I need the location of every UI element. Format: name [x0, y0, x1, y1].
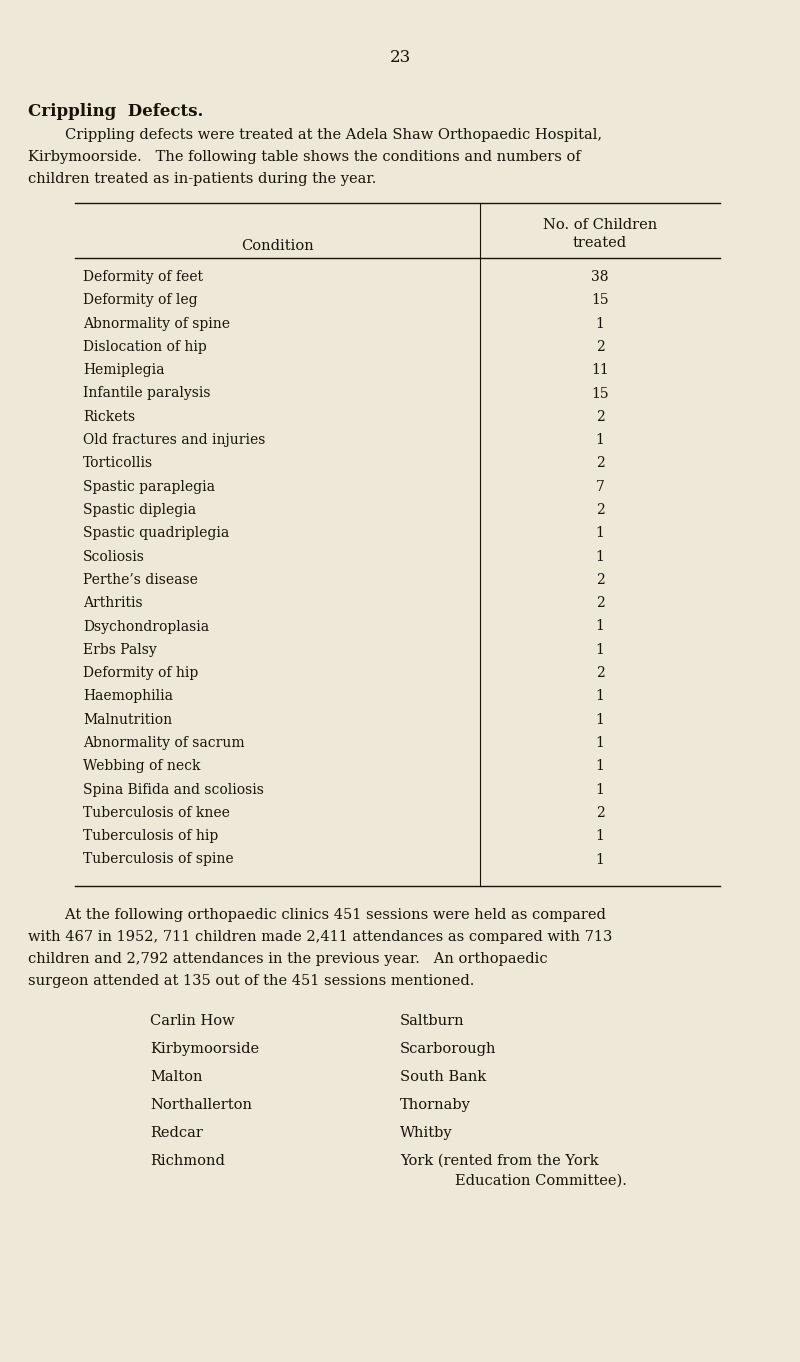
Text: At the following orthopaedic clinics 451 sessions were held as compared: At the following orthopaedic clinics 451…: [28, 908, 606, 922]
Text: Abnormality of sacrum: Abnormality of sacrum: [83, 735, 245, 750]
Text: Tuberculosis of spine: Tuberculosis of spine: [83, 853, 234, 866]
Text: 15: 15: [591, 293, 609, 308]
Text: 1: 1: [595, 689, 605, 703]
Text: Dislocation of hip: Dislocation of hip: [83, 340, 206, 354]
Text: Crippling defects were treated at the Adela Shaw Orthopaedic Hospital,: Crippling defects were treated at the Ad…: [28, 128, 602, 142]
Text: treated: treated: [573, 236, 627, 251]
Text: with 467 in 1952, 711 children made 2,411 attendances as compared with 713: with 467 in 1952, 711 children made 2,41…: [28, 930, 612, 944]
Text: Tuberculosis of knee: Tuberculosis of knee: [83, 806, 230, 820]
Text: 2: 2: [596, 503, 604, 518]
Text: 1: 1: [595, 316, 605, 331]
Text: Perthe’s disease: Perthe’s disease: [83, 573, 198, 587]
Text: Richmond: Richmond: [150, 1154, 225, 1167]
Text: York (rented from the York: York (rented from the York: [400, 1154, 598, 1167]
Text: Deformity of leg: Deformity of leg: [83, 293, 198, 308]
Text: 2: 2: [596, 666, 604, 680]
Text: 7: 7: [595, 479, 605, 493]
Text: 2: 2: [596, 597, 604, 610]
Text: 2: 2: [596, 806, 604, 820]
Text: 1: 1: [595, 620, 605, 633]
Text: surgeon attended at 135 out of the 451 sessions mentioned.: surgeon attended at 135 out of the 451 s…: [28, 974, 474, 987]
Text: Condition: Condition: [241, 238, 314, 253]
Text: Infantile paralysis: Infantile paralysis: [83, 387, 210, 400]
Text: 23: 23: [390, 49, 410, 67]
Text: Dsychondroplasia: Dsychondroplasia: [83, 620, 209, 633]
Text: 2: 2: [596, 340, 604, 354]
Text: 2: 2: [596, 573, 604, 587]
Text: 11: 11: [591, 364, 609, 377]
Text: Haemophilia: Haemophilia: [83, 689, 173, 703]
Text: 1: 1: [595, 712, 605, 727]
Text: Kirbymoorside: Kirbymoorside: [150, 1042, 259, 1056]
Text: 1: 1: [595, 853, 605, 866]
Text: Deformity of feet: Deformity of feet: [83, 270, 203, 285]
Text: 1: 1: [595, 759, 605, 774]
Text: Spastic quadriplegia: Spastic quadriplegia: [83, 526, 230, 541]
Text: Whitby: Whitby: [400, 1126, 453, 1140]
Text: 1: 1: [595, 550, 605, 564]
Text: 1: 1: [595, 735, 605, 750]
Text: 1: 1: [595, 829, 605, 843]
Text: Torticollis: Torticollis: [83, 456, 153, 470]
Text: Tuberculosis of hip: Tuberculosis of hip: [83, 829, 218, 843]
Text: 2: 2: [596, 410, 604, 424]
Text: South Bank: South Bank: [400, 1069, 486, 1084]
Text: Malton: Malton: [150, 1069, 202, 1084]
Text: 1: 1: [595, 783, 605, 797]
Text: Scoliosis: Scoliosis: [83, 550, 145, 564]
Text: Saltburn: Saltburn: [400, 1013, 465, 1028]
Text: Deformity of hip: Deformity of hip: [83, 666, 198, 680]
Text: Crippling  Defects.: Crippling Defects.: [28, 104, 203, 120]
Text: Scarborough: Scarborough: [400, 1042, 497, 1056]
Text: 1: 1: [595, 526, 605, 541]
Text: Abnormality of spine: Abnormality of spine: [83, 316, 230, 331]
Text: 38: 38: [591, 270, 609, 285]
Text: Kirbymoorside.   The following table shows the conditions and numbers of: Kirbymoorside. The following table shows…: [28, 150, 581, 163]
Text: Spina Bifida and scoliosis: Spina Bifida and scoliosis: [83, 783, 264, 797]
Text: Malnutrition: Malnutrition: [83, 712, 172, 727]
Text: Webbing of neck: Webbing of neck: [83, 759, 201, 774]
Text: Northallerton: Northallerton: [150, 1098, 252, 1111]
Text: children treated as in-patients during the year.: children treated as in-patients during t…: [28, 172, 376, 187]
Text: Thornaby: Thornaby: [400, 1098, 471, 1111]
Text: children and 2,792 attendances in the previous year.   An orthopaedic: children and 2,792 attendances in the pr…: [28, 952, 548, 966]
Text: Spastic diplegia: Spastic diplegia: [83, 503, 196, 518]
Text: Erbs Palsy: Erbs Palsy: [83, 643, 157, 656]
Text: Redcar: Redcar: [150, 1126, 203, 1140]
Text: Rickets: Rickets: [83, 410, 135, 424]
Text: 15: 15: [591, 387, 609, 400]
Text: Education Committee).: Education Committee).: [455, 1174, 627, 1188]
Text: Carlin How: Carlin How: [150, 1013, 234, 1028]
Text: No. of Children: No. of Children: [543, 218, 657, 232]
Text: 1: 1: [595, 433, 605, 447]
Text: Hemiplegia: Hemiplegia: [83, 364, 165, 377]
Text: 1: 1: [595, 643, 605, 656]
Text: Arthritis: Arthritis: [83, 597, 142, 610]
Text: 2: 2: [596, 456, 604, 470]
Text: Old fractures and injuries: Old fractures and injuries: [83, 433, 266, 447]
Text: Spastic paraplegia: Spastic paraplegia: [83, 479, 215, 493]
